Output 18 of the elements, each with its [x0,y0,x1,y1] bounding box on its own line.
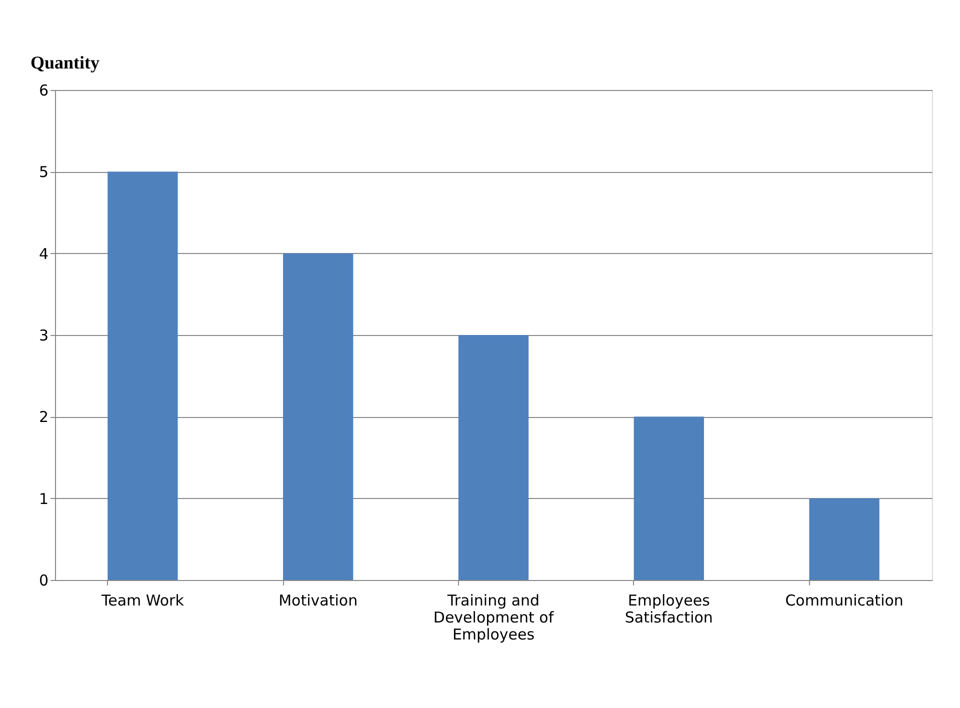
y-tick-label: 5 [38,163,48,182]
x-tick-label: Employees Satisfaction [624,592,713,626]
y-tick-label: 1 [38,490,48,508]
y-tick-label: 0 [38,572,48,590]
bar [108,172,178,580]
y-tick-label: 3 [38,326,48,344]
x-tick-label: Motivation [278,592,358,610]
y-tick-label: 4 [38,244,48,263]
x-tick-label: Team Work [100,592,184,610]
y-tick-label: 6 [38,82,48,100]
y-axis-title: Quantity [30,52,100,72]
x-tick-label: Training and Development of Employees [433,592,554,644]
bar [809,498,880,580]
bar [634,416,704,580]
x-tick-label: Communication [785,592,904,610]
y-tick-label: 2 [38,408,48,426]
bar [458,335,529,580]
bar [283,253,354,580]
